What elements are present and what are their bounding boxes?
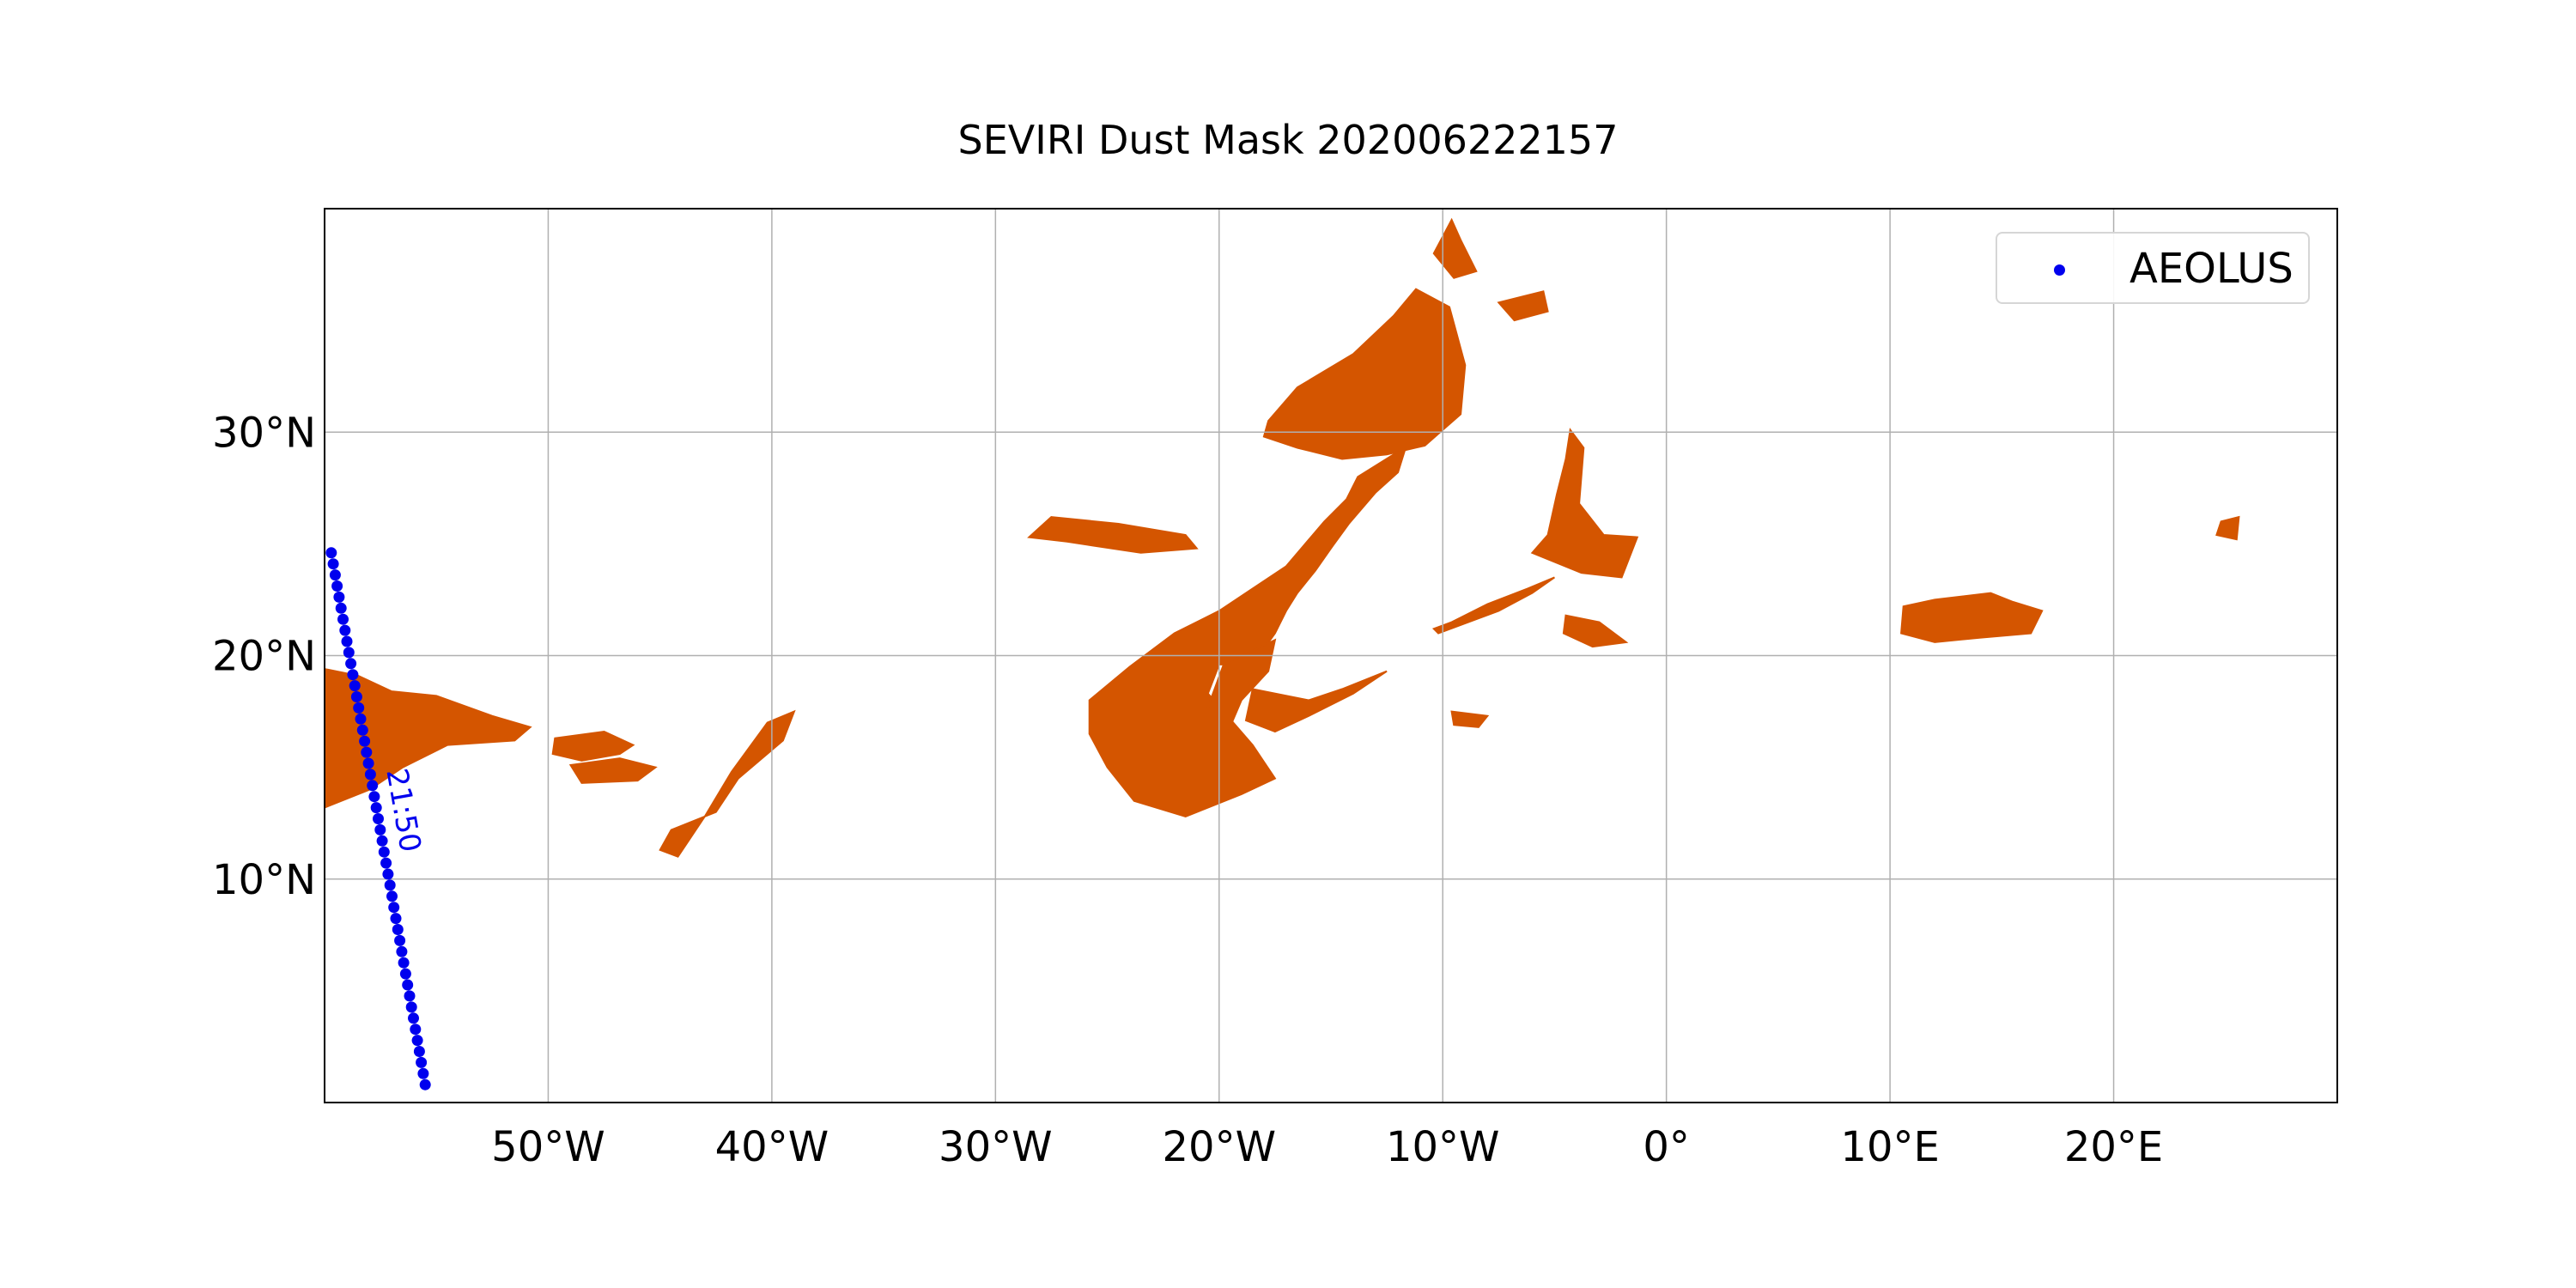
- track-point: [362, 757, 374, 769]
- dust-region-north-plume: [1262, 288, 1467, 460]
- track-point: [417, 1067, 429, 1079]
- track-point: [419, 1078, 431, 1091]
- dust-region-atlantic-streak: [1027, 516, 1199, 554]
- track-point: [392, 924, 404, 935]
- track-point: [356, 724, 368, 736]
- dust-region-central-arm-2: [1244, 670, 1388, 733]
- x-tick-label: 20°E: [2064, 1123, 2163, 1171]
- dust-mask-layer: [325, 217, 2240, 858]
- track-point: [364, 769, 376, 781]
- x-tick-label: 0°: [1643, 1123, 1690, 1171]
- x-tick-label: 10°W: [1386, 1123, 1500, 1171]
- plot-frame: [324, 208, 2338, 1103]
- track-point: [370, 802, 382, 814]
- track-point: [359, 735, 371, 747]
- track-point: [404, 990, 416, 1002]
- dust-region-north-fragment-2: [1497, 290, 1549, 322]
- track-point: [347, 669, 359, 681]
- dust-region-west-patch-1: [551, 730, 635, 762]
- x-tick-label: 40°W: [715, 1123, 829, 1171]
- track-point: [327, 558, 339, 570]
- track-point: [408, 1012, 419, 1024]
- track-point: [353, 702, 365, 714]
- track-point: [402, 979, 414, 991]
- track-point: [373, 813, 384, 824]
- track-point: [349, 680, 361, 692]
- aeolus-track: 21:50: [325, 547, 431, 1091]
- track-point: [325, 547, 337, 559]
- track-point: [343, 647, 355, 659]
- track-point: [380, 857, 392, 869]
- dust-region-east-patch-1: [1900, 592, 2044, 643]
- dust-region-north-fragment-1: [1432, 217, 1478, 279]
- track-point: [333, 591, 345, 603]
- track-point: [339, 624, 351, 636]
- track-point: [331, 580, 343, 592]
- dust-region-maghreb-patch-1: [1530, 428, 1639, 579]
- track-point: [410, 1024, 422, 1036]
- track-point: [368, 791, 380, 803]
- track-point: [416, 1056, 428, 1068]
- dust-region-maghreb-patch-2: [1562, 614, 1629, 648]
- track-point: [399, 968, 411, 980]
- track-point: [378, 846, 390, 858]
- track-point: [386, 890, 398, 902]
- y-tick-label: 20°N: [212, 633, 316, 681]
- track-point: [394, 934, 406, 946]
- track-point: [350, 691, 362, 702]
- track-point: [345, 658, 357, 670]
- dust-region-west-patch-2: [568, 757, 658, 784]
- track-point: [341, 635, 353, 647]
- dust-region-central-plume: [1088, 440, 1409, 817]
- y-tick-label: 30°N: [212, 409, 316, 457]
- track-point: [329, 569, 341, 581]
- track-point: [355, 713, 367, 725]
- dust-region-maghreb-band: [1431, 576, 1555, 635]
- dust-region-central-arm-1: [1206, 638, 1277, 733]
- track-point: [374, 823, 386, 835]
- track-point: [335, 602, 347, 614]
- track-point: [405, 1001, 417, 1013]
- track-point: [361, 746, 373, 758]
- track-point: [396, 945, 408, 957]
- track-point: [382, 868, 394, 880]
- track-point: [367, 780, 379, 792]
- dust-region-west-patch-3: [659, 709, 796, 858]
- track-point: [413, 1046, 425, 1057]
- dust-region-west-plume: [325, 668, 532, 809]
- gridlines: [325, 209, 2337, 1103]
- x-tick-label: 30°W: [939, 1123, 1053, 1171]
- x-tick-label: 50°W: [491, 1123, 605, 1171]
- x-tick-label: 20°W: [1163, 1123, 1277, 1171]
- track-point: [384, 879, 396, 891]
- dust-region-east-patch-2: [2215, 515, 2240, 541]
- track-point: [390, 913, 402, 925]
- tick-labels: 50°W 40°W 30°W 20°W 10°W 0° 10°E 20°E 10°N 20°N 30…: [212, 409, 2163, 1171]
- track-point: [337, 613, 349, 625]
- track-point: [411, 1035, 423, 1047]
- map-title: SEVIRI Dust Mask 202006222157: [957, 117, 1619, 163]
- track-point: [376, 835, 388, 847]
- legend-label: AEOLUS: [2129, 245, 2293, 293]
- dust-region-sahel-patch: [1450, 710, 1490, 728]
- x-tick-label: 10°E: [1840, 1123, 1939, 1171]
- track-point: [398, 957, 410, 969]
- legend-marker-icon: [2054, 264, 2065, 276]
- y-tick-label: 10°N: [212, 856, 316, 904]
- legend: AEOLUS: [1996, 232, 2310, 304]
- track-point: [388, 902, 400, 914]
